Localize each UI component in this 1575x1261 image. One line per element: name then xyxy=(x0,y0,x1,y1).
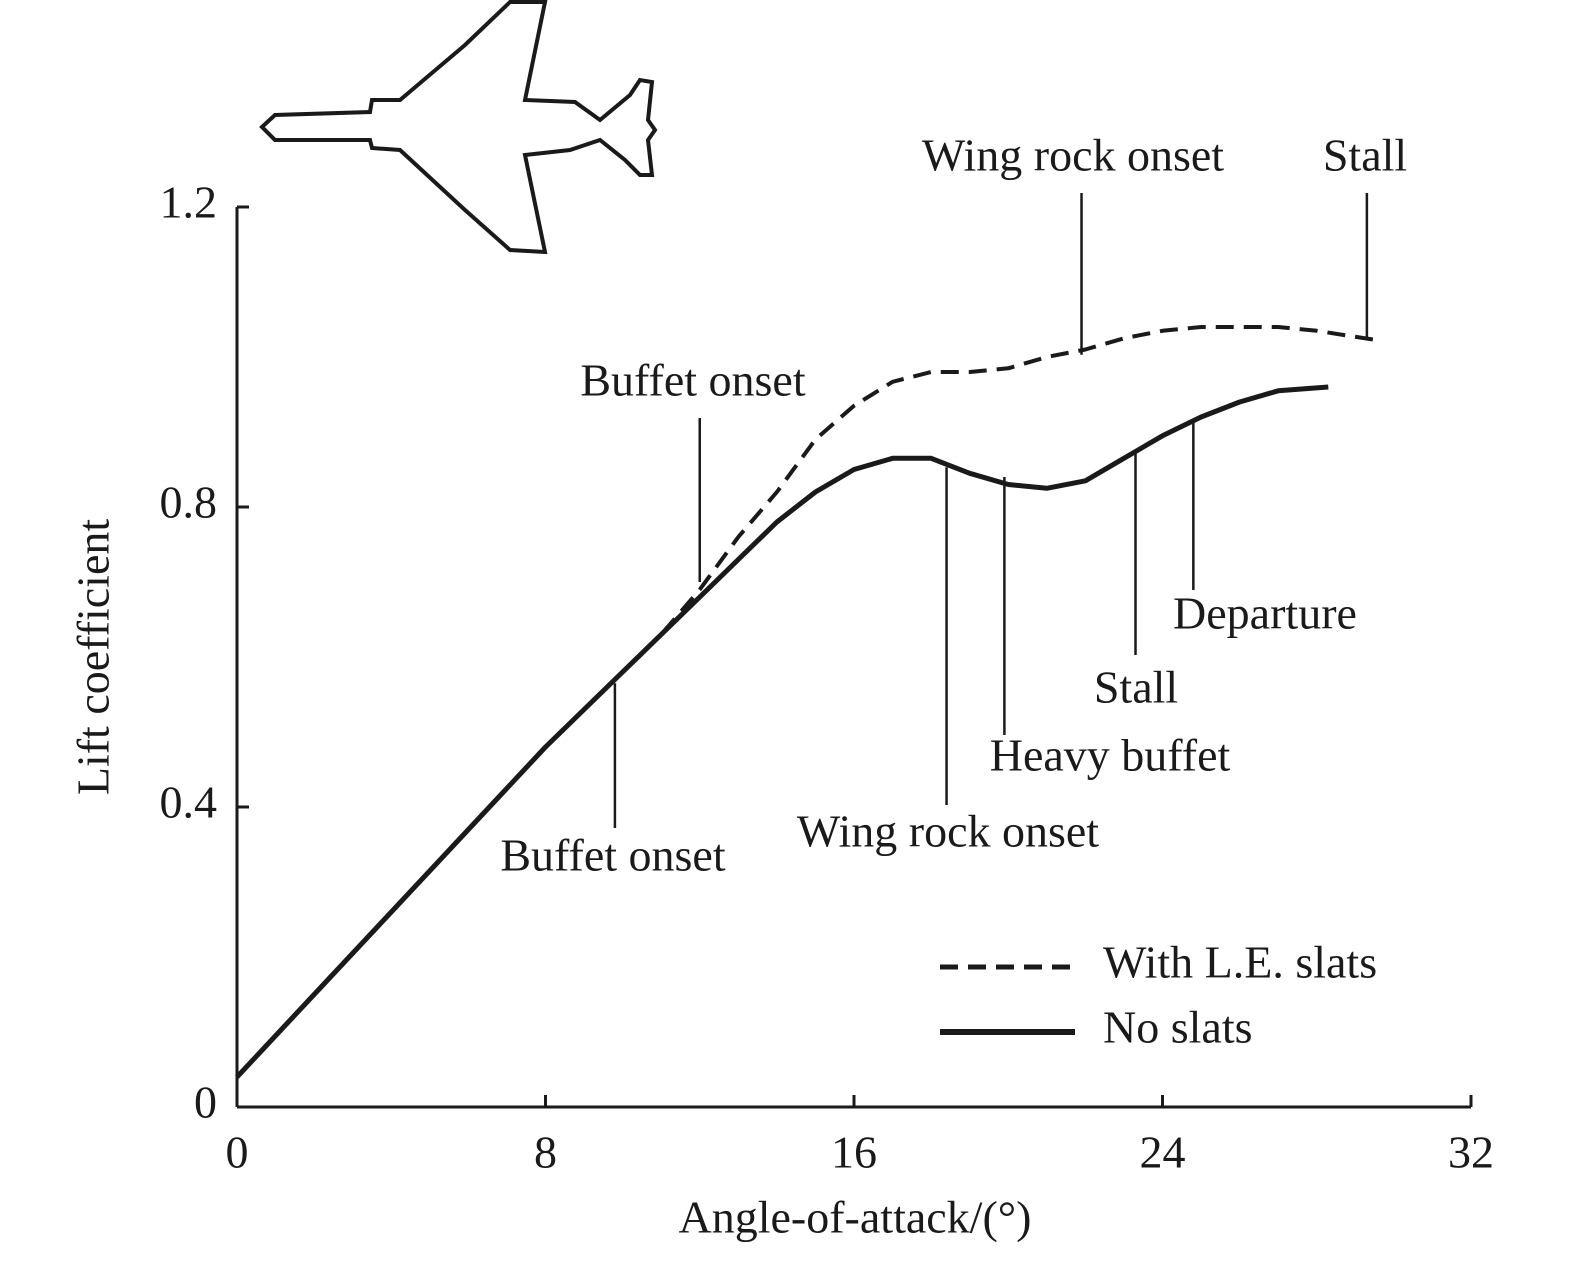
annotation-label: Buffet onset xyxy=(580,355,806,406)
y-tick-label: 0.8 xyxy=(160,477,218,528)
legend-label: With L.E. slats xyxy=(1103,937,1377,988)
x-tick-label: 16 xyxy=(831,1127,877,1178)
y-tick-label: 1.2 xyxy=(160,177,218,228)
x-tick-label: 32 xyxy=(1448,1127,1494,1178)
annotation-label: Stall xyxy=(1323,130,1407,181)
y-tick-label: 0 xyxy=(194,1077,217,1128)
annotation-label: Stall xyxy=(1094,662,1178,713)
aircraft-silhouette xyxy=(259,0,658,255)
series-line xyxy=(235,384,1329,1079)
x-axis-label: Angle-of-attack/(°) xyxy=(679,1192,1032,1243)
annotation-label: Buffet onset xyxy=(500,830,726,881)
annotation-label: Heavy buffet xyxy=(990,730,1231,781)
annotation-label: Wing rock onset xyxy=(797,806,1099,857)
x-tick-label: 8 xyxy=(534,1127,557,1178)
y-axis-label: Lift coefficient xyxy=(68,519,119,796)
x-tick-label: 24 xyxy=(1140,1127,1186,1178)
annotation-label: Wing rock onset xyxy=(922,130,1224,181)
x-tick-label: 0 xyxy=(226,1127,249,1178)
y-tick-label: 0.4 xyxy=(160,777,218,828)
annotation-label: Departure xyxy=(1173,588,1357,639)
legend-label: No slats xyxy=(1103,1002,1253,1053)
